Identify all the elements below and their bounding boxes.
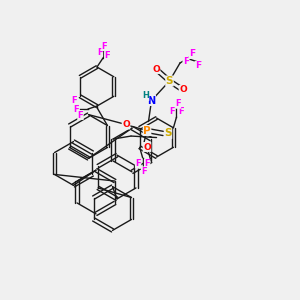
Text: S: S (166, 76, 173, 86)
Text: O: O (143, 142, 151, 152)
Text: F: F (141, 167, 147, 176)
Text: F: F (102, 41, 107, 50)
Text: F: F (183, 57, 189, 66)
Text: S: S (164, 128, 172, 139)
Text: O: O (152, 64, 160, 74)
Text: F: F (178, 107, 184, 116)
Text: N: N (147, 95, 156, 106)
Text: F: F (169, 107, 175, 116)
Text: F: F (72, 95, 77, 104)
Text: F: F (195, 61, 201, 70)
Text: O: O (179, 85, 187, 94)
Text: H: H (142, 92, 149, 100)
Text: F: F (135, 159, 141, 168)
Text: F: F (78, 110, 83, 119)
Text: F: F (189, 50, 195, 58)
Text: F: F (175, 99, 181, 108)
Text: F: F (144, 159, 150, 168)
Text: F: F (73, 104, 79, 113)
Text: F: F (97, 47, 103, 56)
Text: P: P (143, 125, 151, 136)
Text: F: F (105, 50, 110, 59)
Text: O: O (122, 120, 130, 129)
